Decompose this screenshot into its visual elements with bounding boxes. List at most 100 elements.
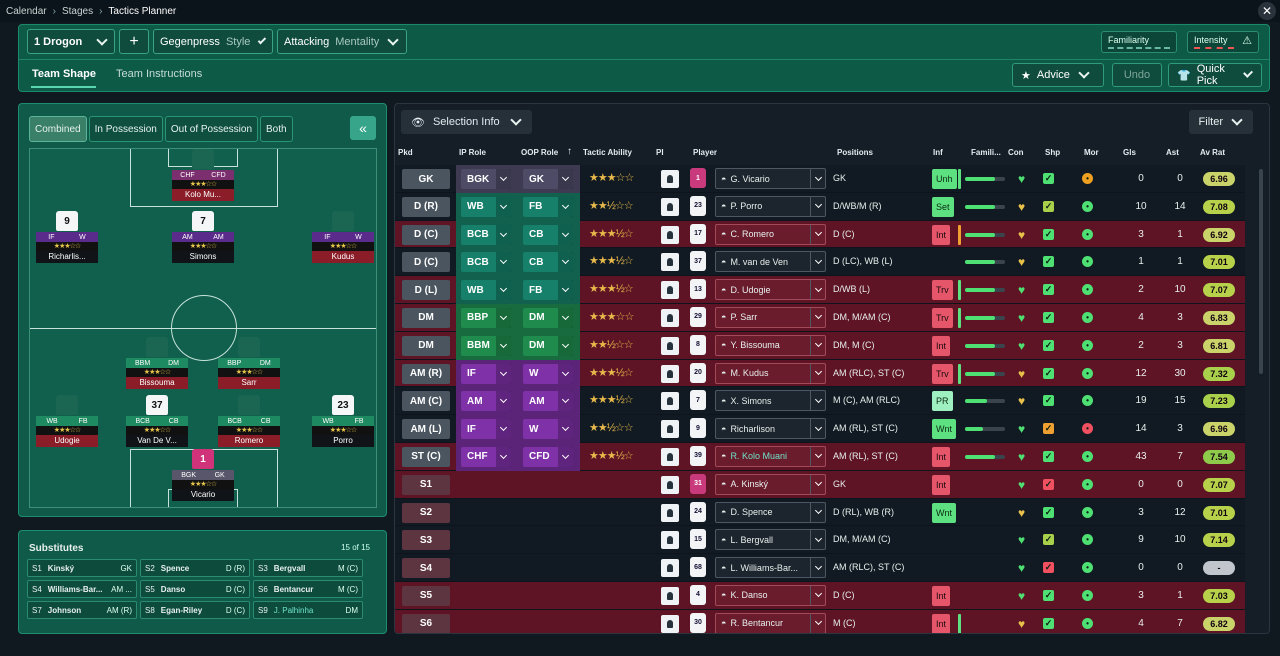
player-instructions-icon[interactable] <box>661 308 679 327</box>
column-header[interactable]: Inf <box>933 148 943 157</box>
ip-role-select[interactable]: BGK <box>461 169 511 189</box>
column-header[interactable]: Player <box>693 148 718 157</box>
substitute-item[interactable]: S2 Spence D (R) <box>140 559 250 577</box>
column-header[interactable]: PI <box>656 148 664 157</box>
pitch-player[interactable]: BCB CB ★★★☆☆ Romero <box>218 395 280 447</box>
ip-role-select[interactable]: BBP <box>461 307 511 328</box>
table-row[interactable]: D (R) WB FB ★★½☆☆ 23 ◓ P. Porro D/WB/M (R) Set ♥ ✓… <box>395 192 1245 221</box>
player-instructions-icon[interactable] <box>661 170 679 188</box>
substitute-item[interactable]: S1 Kinský GK <box>27 559 137 577</box>
tab-team-shape[interactable]: Team Shape <box>31 65 96 88</box>
style-select[interactable]: Gegenpress Style <box>153 29 273 54</box>
tab-team-instructions[interactable]: Team Instructions <box>116 68 203 80</box>
familiarity-indicator[interactable]: Familiarity <box>1101 31 1177 53</box>
picked-position[interactable]: DM <box>402 307 450 328</box>
breadcrumb-calendar[interactable]: Calendar <box>6 5 47 17</box>
player-instructions-icon[interactable] <box>661 197 679 216</box>
player-select[interactable]: ◓ L. Williams-Bar... <box>715 557 826 579</box>
column-header[interactable]: Av Rat <box>1200 148 1226 157</box>
player-select[interactable]: ◓ C. Romero <box>715 223 826 245</box>
pitch-player[interactable]: CHF CFD ★★★☆☆ Kolo Mu... <box>172 149 234 201</box>
substitute-item[interactable]: S7 Johnson AM (R) <box>27 601 137 619</box>
table-row[interactable]: DM BBM DM ★★½☆☆ 8 ◓ Y. Bissouma DM, M (C) Int ♥ ✓ •… <box>395 331 1245 360</box>
player-instructions-icon[interactable] <box>661 559 679 578</box>
player-instructions-icon[interactable] <box>661 336 679 355</box>
pitch-player[interactable]: 1 BGK GK ★★★☆☆ Vicario <box>172 449 234 501</box>
player-instructions-icon[interactable] <box>661 614 679 633</box>
picked-position[interactable]: AM (L) <box>402 419 450 440</box>
player-instructions-icon[interactable] <box>661 531 679 550</box>
undo-button[interactable]: Undo <box>1112 63 1162 87</box>
player-select[interactable]: ◓ K. Danso <box>715 584 826 606</box>
view-combined-button[interactable]: Combined <box>29 116 87 142</box>
add-tactic-button[interactable]: + <box>119 29 149 54</box>
column-header[interactable]: Ast <box>1166 148 1179 157</box>
substitute-item[interactable]: S4 Williams-Bar... AM ... <box>27 580 137 598</box>
substitute-item[interactable]: S8 Egan-Riley D (C) <box>140 601 250 619</box>
column-header[interactable]: Pkd <box>398 148 413 157</box>
picked-position[interactable]: D (R) <box>402 196 450 217</box>
ip-role-select[interactable]: BBM <box>461 335 511 356</box>
pitch-player[interactable]: 7 AM AM ★★★☆☆ Simons <box>172 211 234 263</box>
picked-position[interactable]: D (C) <box>402 224 450 245</box>
table-row[interactable]: S2 24 ◓ D. Spence D (RL), WB (R) Wnt ♥ ✓ • 3 12 7.0… <box>395 498 1245 527</box>
table-row[interactable]: ST (C) CHF CFD ★★★½☆ 39 ◓ R. Kolo Muani AM (RL)… <box>395 442 1245 471</box>
picked-position[interactable]: S3 <box>402 530 450 551</box>
table-row[interactable]: DM BBP DM ★★★☆☆ 29 ◓ P. Sarr DM, M/AM (C) Trv ♥ ✓ •… <box>395 303 1245 332</box>
oop-role-select[interactable]: CB <box>523 252 573 273</box>
substitute-item[interactable]: S3 Bergvall M (C) <box>253 559 363 577</box>
ip-role-select[interactable]: IF <box>461 363 511 384</box>
table-row[interactable]: S1 31 ◓ A. Kinský GK Int ♥ ✓ • 0 0 7.07 <box>395 470 1245 499</box>
player-select[interactable]: ◓ P. Sarr <box>715 306 826 328</box>
player-instructions-icon[interactable] <box>661 447 679 466</box>
ip-role-select[interactable]: CHF <box>461 446 511 467</box>
view-in-possession-button[interactable]: In Possession <box>88 116 163 142</box>
picked-position[interactable]: DM <box>402 335 450 356</box>
player-select[interactable]: ◓ D. Spence <box>715 501 826 523</box>
close-icon[interactable]: ✕ <box>1258 2 1276 20</box>
table-row[interactable]: GK BGK GK ★★★☆☆ 1 ◓ G. Vicario GK Unh ♥ ✓ • 0 0 6.96 <box>395 165 1245 193</box>
picked-position[interactable]: ST (C) <box>402 446 450 467</box>
table-row[interactable]: AM (C) AM AM ★★★½☆ 7 ◓ X. Simons M (C), AM (RLC… <box>395 387 1245 416</box>
player-select[interactable]: ◓ Y. Bissouma <box>715 334 826 356</box>
picked-position[interactable]: D (L) <box>402 280 450 301</box>
ip-role-select[interactable]: WB <box>461 280 511 301</box>
picked-position[interactable]: S2 <box>402 502 450 523</box>
substitute-item[interactable]: S9 J. Palhinha DM <box>253 601 363 619</box>
picked-position[interactable]: S5 <box>402 585 450 606</box>
player-select[interactable]: ◓ Richarlison <box>715 418 826 440</box>
column-header[interactable]: Positions <box>837 148 874 157</box>
ip-role-select[interactable]: BCB <box>461 252 511 273</box>
player-select[interactable]: ◓ A. Kinský <box>715 473 826 495</box>
player-instructions-icon[interactable] <box>661 281 679 300</box>
selection-info-dropdown[interactable]: 👁 Selection Info <box>401 110 532 134</box>
ip-role-select[interactable]: AM <box>461 391 511 412</box>
ip-role-select[interactable]: WB <box>461 196 511 217</box>
picked-position[interactable]: D (C) <box>402 252 450 273</box>
table-row[interactable]: S6 30 ◓ R. Bentancur M (C) Int ♥ ✓ • 4 7 6.82 <box>395 609 1245 633</box>
picked-position[interactable]: S4 <box>402 558 450 579</box>
intensity-indicator[interactable]: Intensity ⚠ <box>1187 31 1259 53</box>
column-header[interactable]: Famili... <box>971 148 1001 157</box>
table-row[interactable]: D (C) BCB CB ★★★½☆ 37 ◓ M. van de Ven D (LC), W… <box>395 248 1245 277</box>
substitute-item[interactable]: S6 Bentancur M (C) <box>253 580 363 598</box>
table-row[interactable]: S5 4 ◓ K. Danso D (C) Int ♥ ✓ • 3 1 7.03 <box>395 581 1245 610</box>
picked-position[interactable]: AM (C) <box>402 391 450 412</box>
player-select[interactable]: ◓ P. Porro <box>715 195 826 217</box>
pitch-player[interactable]: BBP DM ★★★☆☆ Sarr <box>218 337 280 389</box>
oop-role-select[interactable]: AM <box>523 391 573 412</box>
pitch-player[interactable]: WB FB ★★★☆☆ Udogie <box>36 395 98 447</box>
player-instructions-icon[interactable] <box>661 364 679 383</box>
ip-role-select[interactable]: BCB <box>461 224 511 245</box>
scrollbar[interactable] <box>1259 169 1263 374</box>
column-header[interactable]: OOP Role <box>521 148 559 157</box>
table-row[interactable]: D (L) WB FB ★★★½☆ 13 ◓ D. Udogie D/WB (L) Trv ♥ ✓ •… <box>395 276 1245 304</box>
collapse-icon[interactable]: « <box>350 116 376 140</box>
oop-role-select[interactable]: CFD <box>523 446 573 467</box>
picked-position[interactable]: S6 <box>402 613 450 633</box>
oop-role-select[interactable]: DM <box>523 335 573 356</box>
pitch-player[interactable]: IF W ★★★☆☆ Kudus <box>312 211 374 263</box>
player-instructions-icon[interactable] <box>661 503 679 522</box>
player-select[interactable]: ◓ D. Udogie <box>715 279 826 301</box>
player-select[interactable]: ◓ G. Vicario <box>715 168 826 189</box>
